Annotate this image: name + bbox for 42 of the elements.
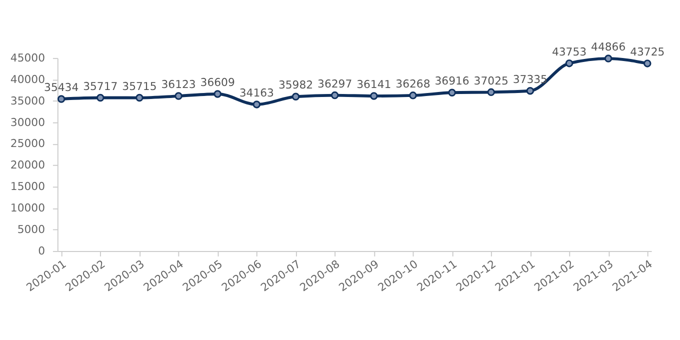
data-label: 37335 (512, 72, 548, 86)
point (330, 91, 339, 100)
data-label: 37025 (474, 74, 508, 88)
point (448, 88, 456, 97)
data-label: 36609 (200, 76, 235, 90)
data-label: 36268 (396, 78, 430, 91)
data-label: 36916 (434, 74, 470, 88)
y-tick-label: 10000 (10, 202, 46, 215)
data-label: 43725 (630, 46, 665, 59)
point (604, 54, 612, 62)
data-label: 34163 (239, 86, 274, 100)
data-label: 36297 (318, 77, 352, 90)
point (214, 90, 222, 98)
point (565, 59, 574, 68)
point (96, 94, 104, 102)
data-label: 36141 (356, 78, 392, 92)
point (174, 92, 182, 100)
point (136, 94, 144, 102)
data-label: 36123 (161, 78, 196, 92)
point (252, 100, 261, 108)
point (370, 92, 378, 100)
point (526, 86, 534, 95)
data-label: 43753 (552, 45, 587, 58)
data-label: 35982 (278, 78, 314, 92)
point (409, 92, 417, 100)
y-tick-label: 15000 (10, 180, 46, 194)
y-tick-label: 0 (38, 244, 46, 258)
y-tick-label: 35000 (10, 94, 46, 108)
y-tick-label: 45000 (10, 51, 46, 64)
point (292, 92, 300, 101)
y-tick-label: 40000 (10, 72, 46, 86)
point (57, 95, 66, 103)
data-label: 44866 (591, 40, 626, 54)
point (487, 88, 495, 96)
data-label: 35717 (83, 80, 118, 93)
y-tick-label: 5000 (17, 223, 46, 236)
y-tick-label: 30000 (10, 116, 46, 129)
y-tick-label: 20000 (10, 158, 46, 172)
point (644, 60, 652, 68)
data-label: 35715 (122, 80, 157, 93)
y-tick-label: 25000 (10, 137, 46, 150)
data-label: 35434 (44, 81, 79, 94)
